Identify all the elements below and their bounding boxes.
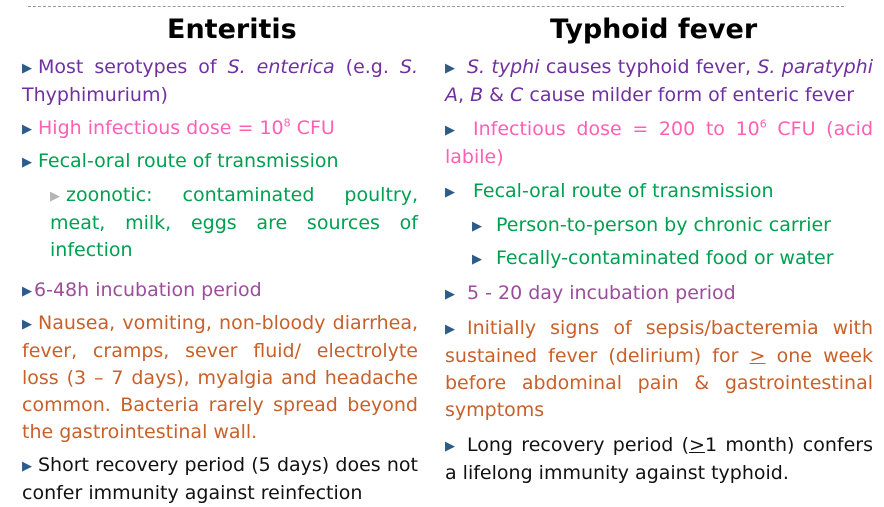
triangle-right-icon: ▶ bbox=[22, 61, 32, 76]
triangle-right-icon: ▶ bbox=[472, 219, 482, 234]
typhoid-bullet-dose: ▶ Infectious dose = 200 to 106 CFU (acid … bbox=[445, 117, 874, 168]
enteritis-bullet-serotypes: ▶ Most serotypes of S. enterica (e.g. S. … bbox=[22, 56, 418, 106]
enteritis-bullet-dose: ▶ High infectious dose = 108 CFU bbox=[22, 115, 418, 143]
triangle-right-icon: ▶ bbox=[22, 122, 32, 137]
typhoid-sub-carrier: ▶ Person-to-person by chronic carrier bbox=[472, 212, 873, 240]
enteritis-title: Enteritis bbox=[167, 14, 297, 45]
typhoid-bullet-recovery: ▶ Long recovery period (>1 month) confers… bbox=[445, 434, 873, 484]
triangle-right-icon: ▶ bbox=[22, 284, 32, 299]
triangle-right-icon: ▶ bbox=[22, 459, 32, 474]
triangle-right-icon: ▶ bbox=[445, 439, 455, 454]
enteritis-sub-zoonotic: ▶ zoonotic: contaminated poultry, meat, m… bbox=[50, 184, 418, 261]
triangle-right-icon: ▶ bbox=[445, 287, 455, 302]
triangle-right-icon: ▶ bbox=[472, 252, 482, 267]
top-dashed-divider bbox=[28, 6, 844, 7]
enteritis-bullet-symptoms: ▶ Nausea, vomiting, non-bloody diarrhea, … bbox=[22, 312, 418, 443]
triangle-right-icon: ▶ bbox=[445, 123, 455, 138]
enteritis-bullet-incubation: ▶ 6-48h incubation period bbox=[22, 277, 418, 305]
triangle-right-icon: ▶ bbox=[22, 155, 32, 170]
triangle-right-icon: ▶ bbox=[50, 189, 60, 204]
typhoid-title: Typhoid fever bbox=[550, 14, 758, 45]
typhoid-bullet-route: ▶ Fecal-oral route of transmission bbox=[445, 178, 873, 206]
enteritis-bullet-recovery: ▶ Short recovery period (5 days) does not… bbox=[22, 454, 418, 504]
triangle-right-icon: ▶ bbox=[22, 317, 32, 332]
typhoid-bullet-causes: ▶ S. typhi causes typhoid fever, S. parat… bbox=[445, 56, 874, 106]
typhoid-bullet-sepsis: ▶ Initially signs of sepsis/bacteremia wi… bbox=[445, 317, 874, 421]
triangle-right-icon: ▶ bbox=[445, 322, 455, 337]
enteritis-bullet-route: ▶ Fecal-oral route of transmission bbox=[22, 148, 418, 176]
triangle-right-icon: ▶ bbox=[445, 61, 455, 76]
typhoid-bullet-incubation: ▶ 5 - 20 day incubation period bbox=[445, 280, 873, 308]
typhoid-sub-food-water: ▶ Fecally-contaminated food or water bbox=[472, 245, 873, 273]
triangle-right-icon: ▶ bbox=[445, 185, 455, 200]
